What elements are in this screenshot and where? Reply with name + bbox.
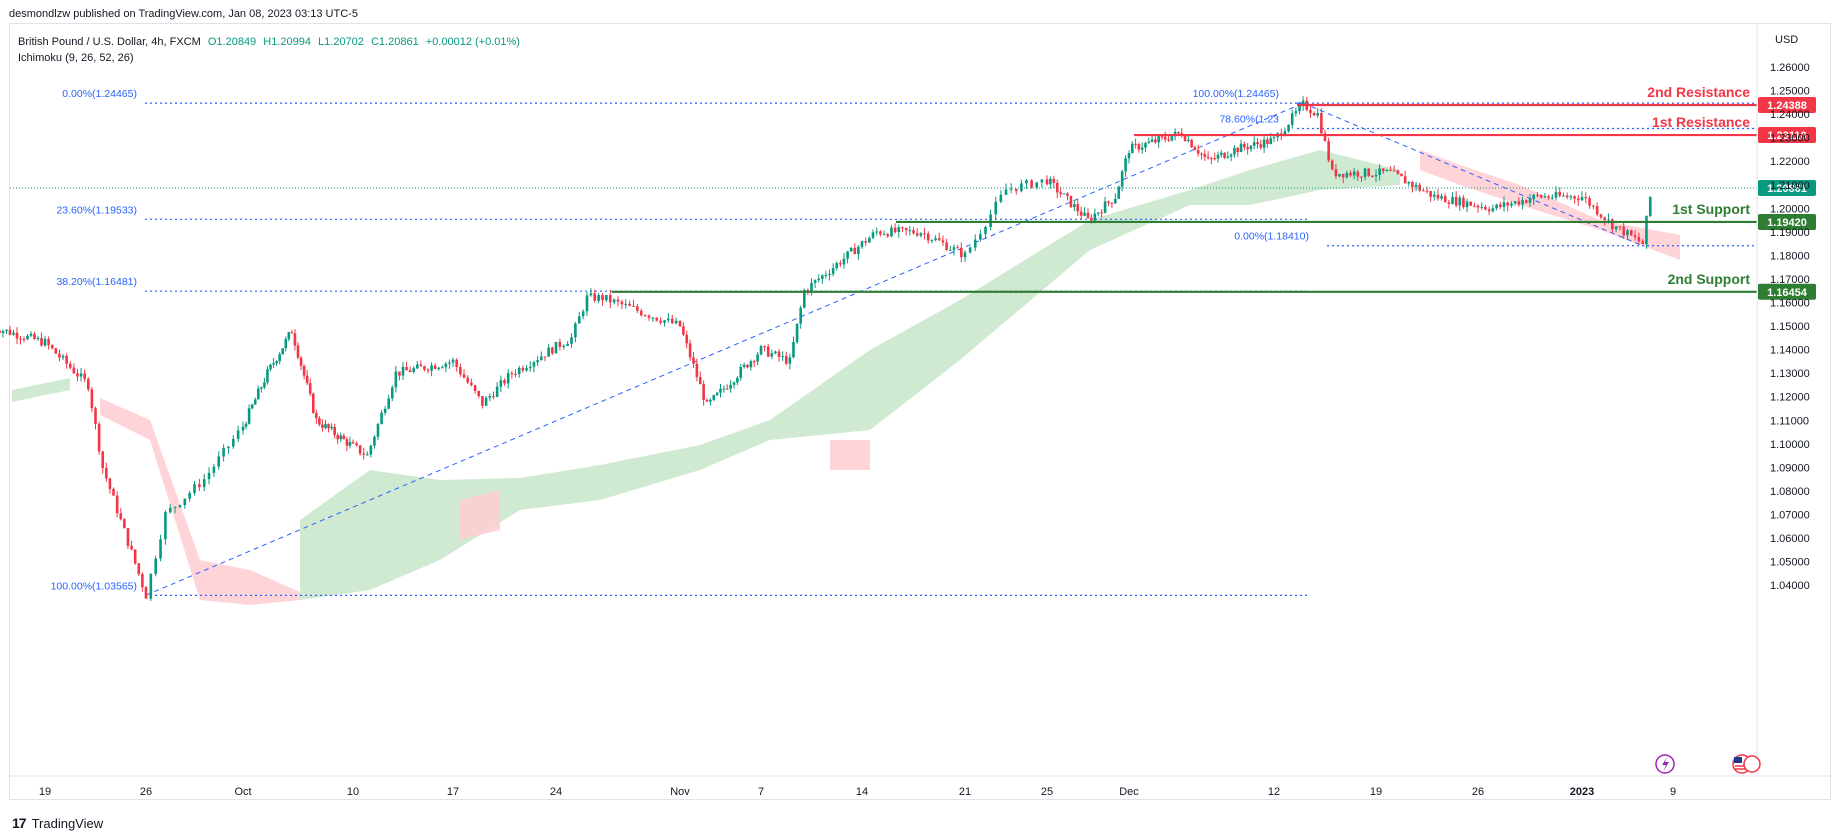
candle-body xyxy=(0,330,1,334)
ohlc-low: L1.20702 xyxy=(318,36,364,48)
ohlc-close: C1.20861 xyxy=(370,36,419,48)
tradingview-brand: TradingView xyxy=(31,815,104,831)
indicator-legend[interactable]: Ichimoku (9, 26, 52, 26) xyxy=(18,52,134,64)
candle-body xyxy=(5,329,8,332)
tradingview-logo-icon: 17 xyxy=(12,815,27,831)
ohlc-change: +0.00012 (+0.01%) xyxy=(425,36,520,48)
published-by-line: desmondlzw published on TradingView.com,… xyxy=(9,8,358,20)
ohlc-high: H1.20994 xyxy=(263,36,311,48)
candle-body xyxy=(1,331,5,334)
symbol-legend: British Pound / U.S. Dollar, 4h, FXCM O1… xyxy=(18,36,520,48)
currency-label: USD xyxy=(1775,34,1799,46)
ohlc-open: O1.20849 xyxy=(207,36,257,48)
symbol-title: British Pound / U.S. Dollar, 4h, FXCM xyxy=(18,36,201,48)
chart-frame[interactable] xyxy=(9,23,1831,800)
tradingview-logo[interactable]: 17 TradingView xyxy=(12,815,103,831)
